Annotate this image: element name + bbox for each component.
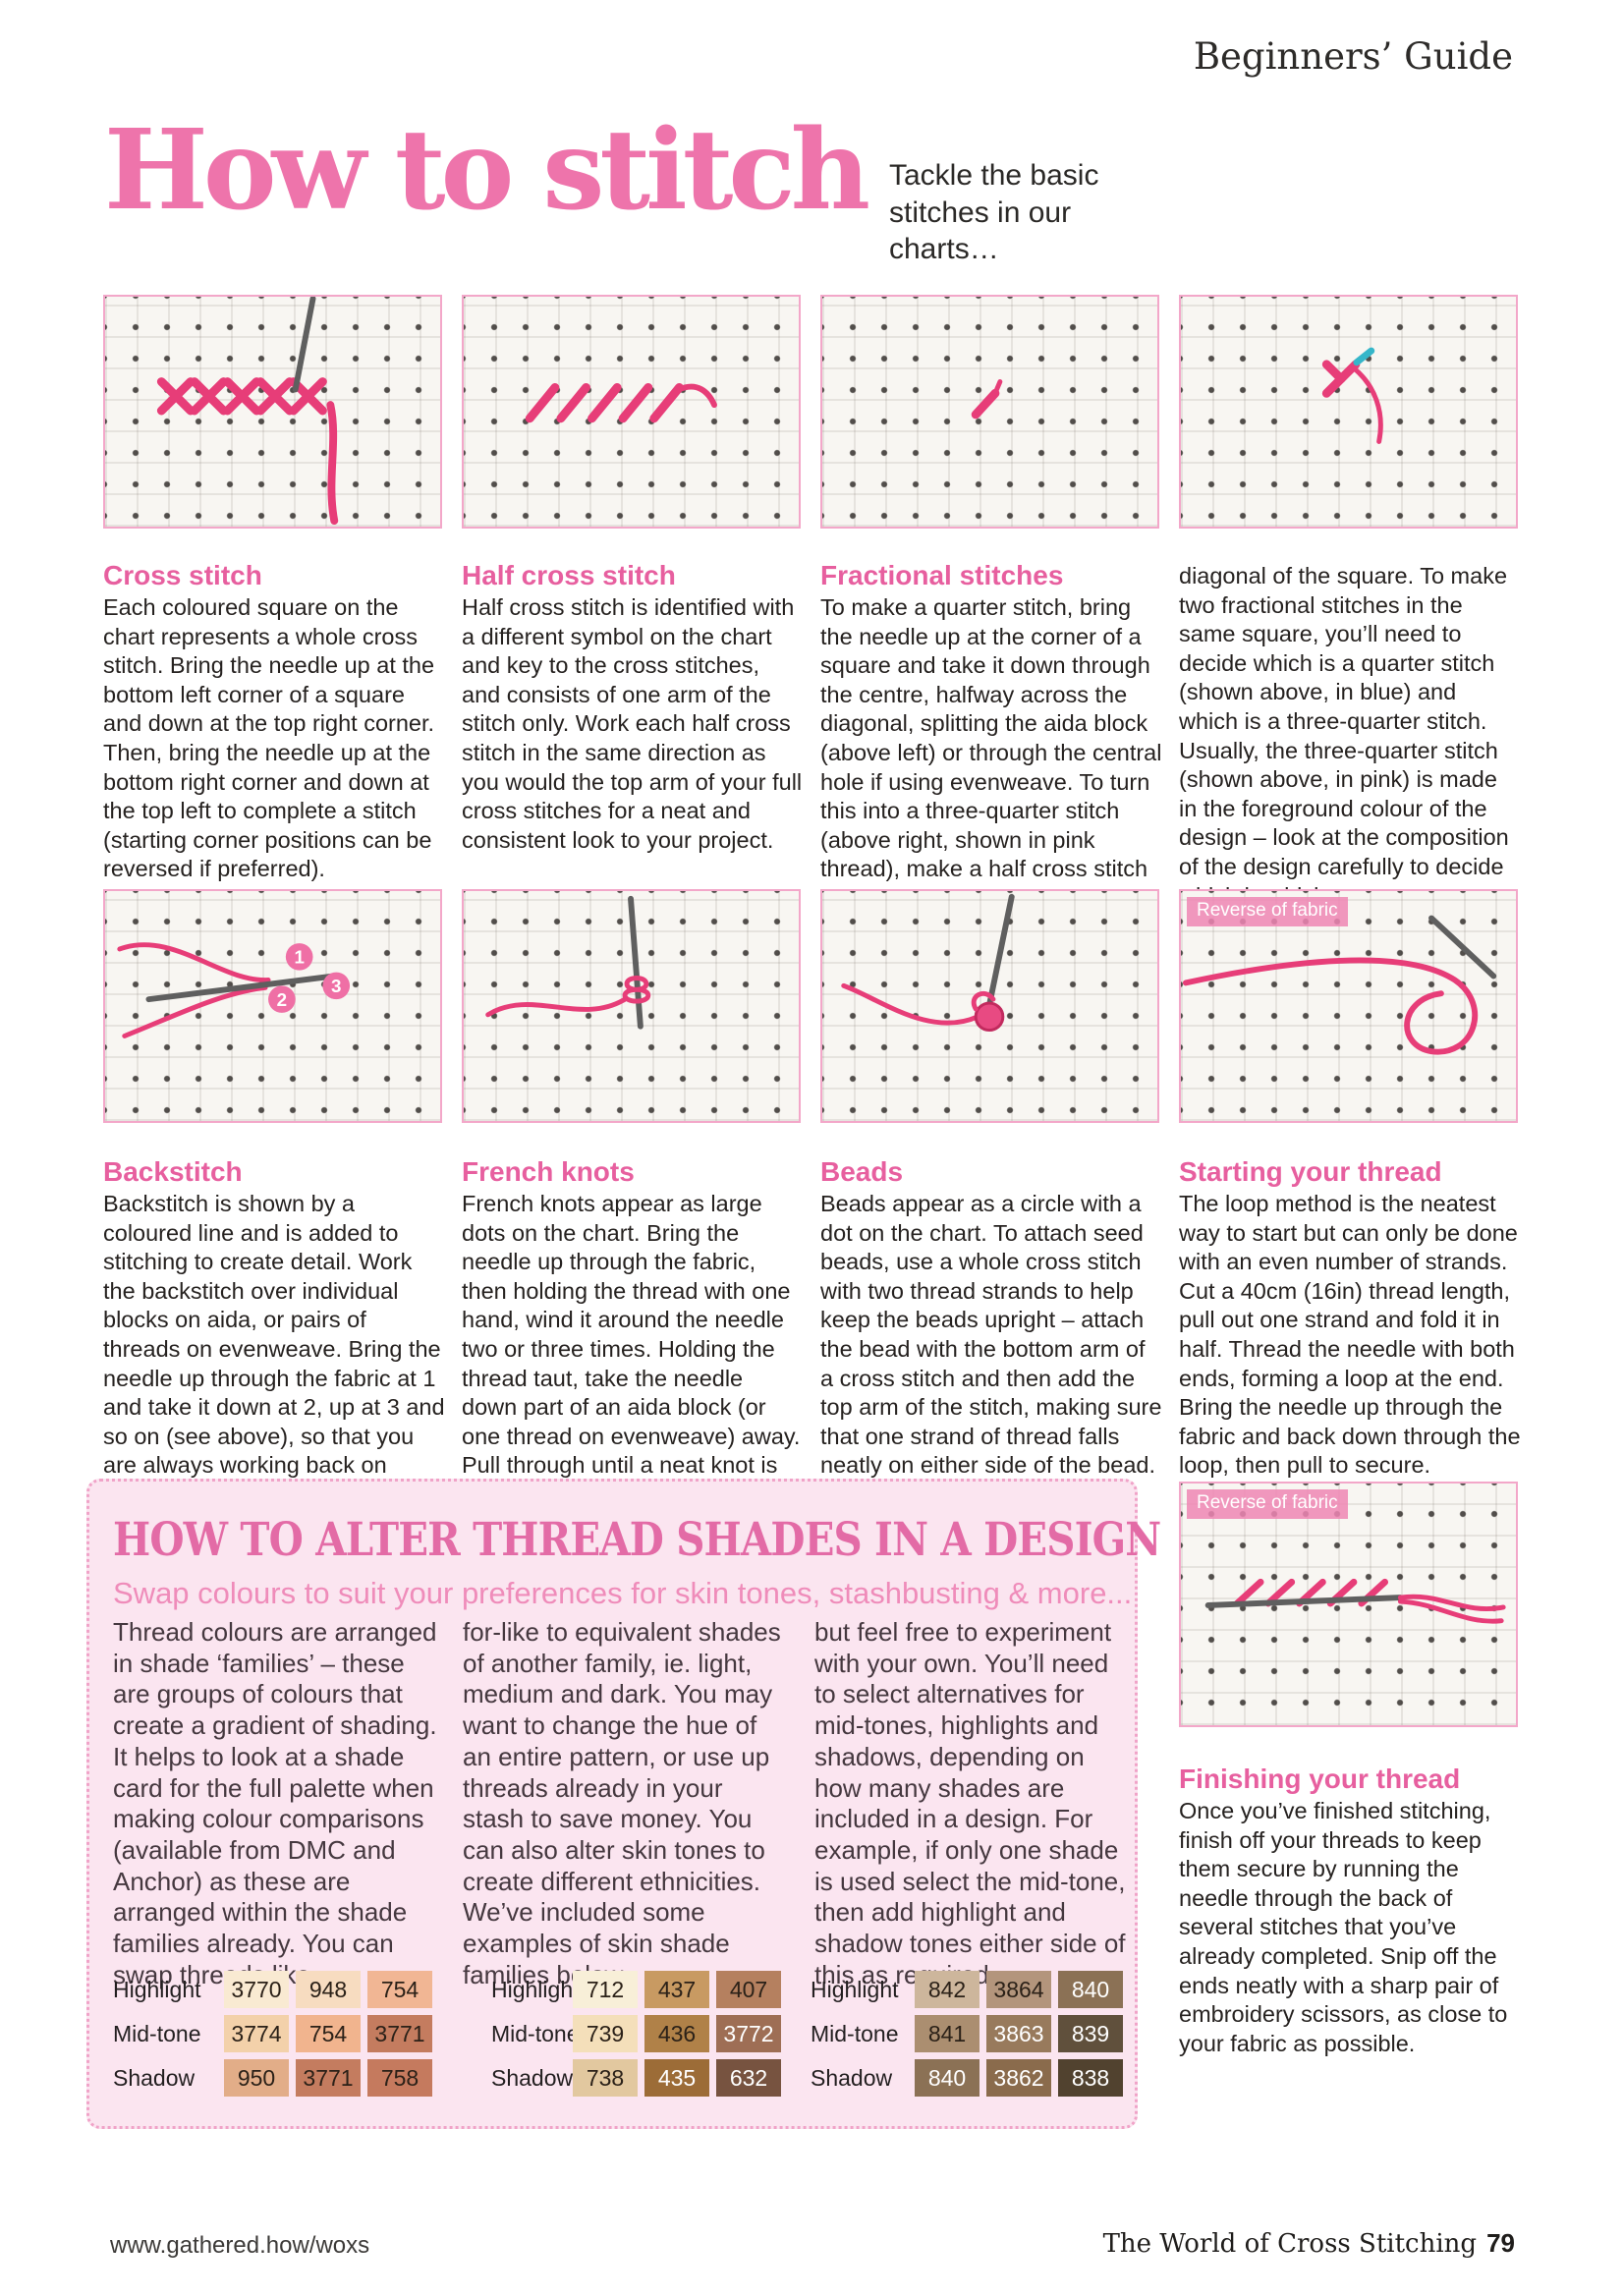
- heading-beads: Beads: [820, 1156, 904, 1187]
- body-backstitch: Backstitch is shown by a coloured line a…: [103, 1191, 445, 1507]
- alter-shades-box: HOW TO ALTER THREAD SHADES IN A DESIGN S…: [86, 1479, 1161, 2129]
- swatch: 950: [224, 2059, 289, 2097]
- finishing-thread-illustration: [1204, 1578, 1506, 1624]
- palette2-highlight-label: Highlight: [491, 1977, 580, 2002]
- heading-cross-stitch: Cross stitch: [103, 560, 262, 590]
- swatch: 436: [644, 2015, 709, 2052]
- alter-box-subtitle: Swap colours to suit your preferences fo…: [113, 1576, 1133, 1610]
- swatch: 948: [296, 1971, 361, 2008]
- three-quarter-stitch-illustration: [1321, 347, 1383, 444]
- page-number: 79: [1486, 2228, 1515, 2258]
- swatch: 840: [915, 2059, 979, 2097]
- swatch: 3772: [716, 2015, 781, 2052]
- footer-url[interactable]: www.gathered.how/woxs: [110, 2232, 370, 2259]
- french-knots-photo: [462, 889, 801, 1123]
- quarter-stitch-photo: [820, 295, 1159, 529]
- swatch: 758: [367, 2059, 432, 2097]
- heading-half-cross-stitch: Half cross stitch: [462, 560, 676, 590]
- beads-illustration: [841, 893, 1015, 1033]
- swatch: 3774: [224, 2015, 289, 2052]
- backstitch-photo: 1 2 3: [103, 889, 442, 1123]
- starting-thread-photo: Reverse of fabric: [1179, 889, 1518, 1123]
- backstitch-illustration: 1 2 3: [117, 942, 351, 1038]
- swatch: 3770: [224, 1971, 289, 2008]
- half-cross-stitch-photo: [462, 295, 801, 529]
- alter-box-column-2: for-like to equivalent shades of another…: [463, 1617, 781, 1989]
- swatch: 754: [296, 2015, 361, 2052]
- backstitch-step-2: 2: [277, 989, 287, 1010]
- swatch: 754: [367, 1971, 432, 2008]
- finishing-thread-photo: Reverse of fabric: [1179, 1482, 1518, 1727]
- swatch: 435: [644, 2059, 709, 2097]
- body-beads: Beads appear as a circle with a dot on t…: [820, 1191, 1162, 1479]
- half-cross-stitch-illustration: [525, 382, 717, 423]
- swatch: 3863: [986, 2015, 1051, 2052]
- body-fractional-stitches-continued: diagonal of the square. To make two frac…: [1179, 563, 1509, 909]
- palette2-midtone-label: Mid-tone: [491, 2021, 580, 2046]
- palette3-midtone-label: Mid-tone: [811, 2021, 899, 2046]
- swatch: 632: [716, 2059, 781, 2097]
- palette1-highlight-label: Highlight: [113, 1977, 201, 2002]
- body-starting-your-thread: The loop method is the neatest way to st…: [1179, 1191, 1521, 1479]
- swatch: 838: [1058, 2059, 1123, 2097]
- alter-box-column-3: but feel free to experiment with your ow…: [814, 1617, 1126, 1989]
- swatch: 841: [915, 2015, 979, 2052]
- page-title: How to stitch: [104, 106, 870, 235]
- heading-finishing-your-thread: Finishing your thread: [1179, 1764, 1461, 1794]
- palette1-shadow-label: Shadow: [113, 2065, 196, 2091]
- reverse-of-fabric-tag: Reverse of fabric: [1187, 897, 1348, 926]
- palette2-shadow-label: Shadow: [491, 2065, 574, 2091]
- footer-magazine-line: The World of Cross Stitching 79: [1103, 2228, 1515, 2259]
- swatch: 739: [573, 2015, 638, 2052]
- swatch: 437: [644, 1971, 709, 2008]
- alter-box-title: HOW TO ALTER THREAD SHADES IN A DESIGN: [113, 1513, 1161, 1567]
- alter-box-column-1: Thread colours are arranged in shade ‘fa…: [113, 1617, 437, 1989]
- swatch: 842: [915, 1971, 979, 2008]
- swatch: 3864: [986, 1971, 1051, 2008]
- heading-starting-your-thread: Starting your thread: [1179, 1156, 1442, 1187]
- swatch: 839: [1058, 2015, 1123, 2052]
- swatch: 3771: [296, 2059, 361, 2097]
- beads-photo: [820, 889, 1159, 1123]
- backstitch-step-1: 1: [294, 947, 304, 968]
- body-cross-stitch: Each coloured square on the chart repres…: [103, 594, 435, 882]
- palette1-midtone-label: Mid-tone: [113, 2021, 201, 2046]
- palette3-highlight-label: Highlight: [811, 1977, 899, 2002]
- magazine-name: The World of Cross Stitching: [1102, 2229, 1478, 2259]
- quarter-stitch-illustration: [971, 379, 1003, 420]
- cross-stitch-illustration: [156, 297, 339, 526]
- swatch: 840: [1058, 1971, 1123, 2008]
- heading-backstitch: Backstitch: [103, 1156, 243, 1187]
- palette3-shadow-label: Shadow: [811, 2065, 893, 2091]
- three-quarter-stitch-photo: [1179, 295, 1518, 529]
- cross-stitch-photo: [103, 295, 442, 529]
- swatch: 407: [716, 1971, 781, 2008]
- heading-french-knots: French knots: [462, 1156, 635, 1187]
- body-half-cross-stitch: Half cross stitch is identified with a d…: [462, 594, 803, 853]
- heading-fractional-stitches: Fractional stitches: [820, 560, 1064, 590]
- swatch: 3862: [986, 2059, 1051, 2097]
- page-subtitle: Tackle the basic stitches in our charts…: [889, 159, 1099, 265]
- starting-thread-illustration: [1182, 915, 1497, 1055]
- section-eyebrow: Beginners’ Guide: [1193, 35, 1513, 78]
- reverse-of-fabric-tag: Reverse of fabric: [1187, 1489, 1348, 1519]
- swatch: 738: [573, 2059, 638, 2097]
- body-french-knots: French knots appear as large dots on the…: [462, 1191, 801, 1507]
- body-fractional-stitches: To make a quarter stitch, bring the need…: [820, 594, 1162, 911]
- body-finishing-your-thread: Once you’ve finished stitching, finish o…: [1179, 1798, 1508, 2056]
- swatch: 712: [573, 1971, 638, 2008]
- french-knots-illustration: [485, 895, 651, 1030]
- backstitch-step-3: 3: [331, 976, 341, 996]
- swatch: 3771: [367, 2015, 432, 2052]
